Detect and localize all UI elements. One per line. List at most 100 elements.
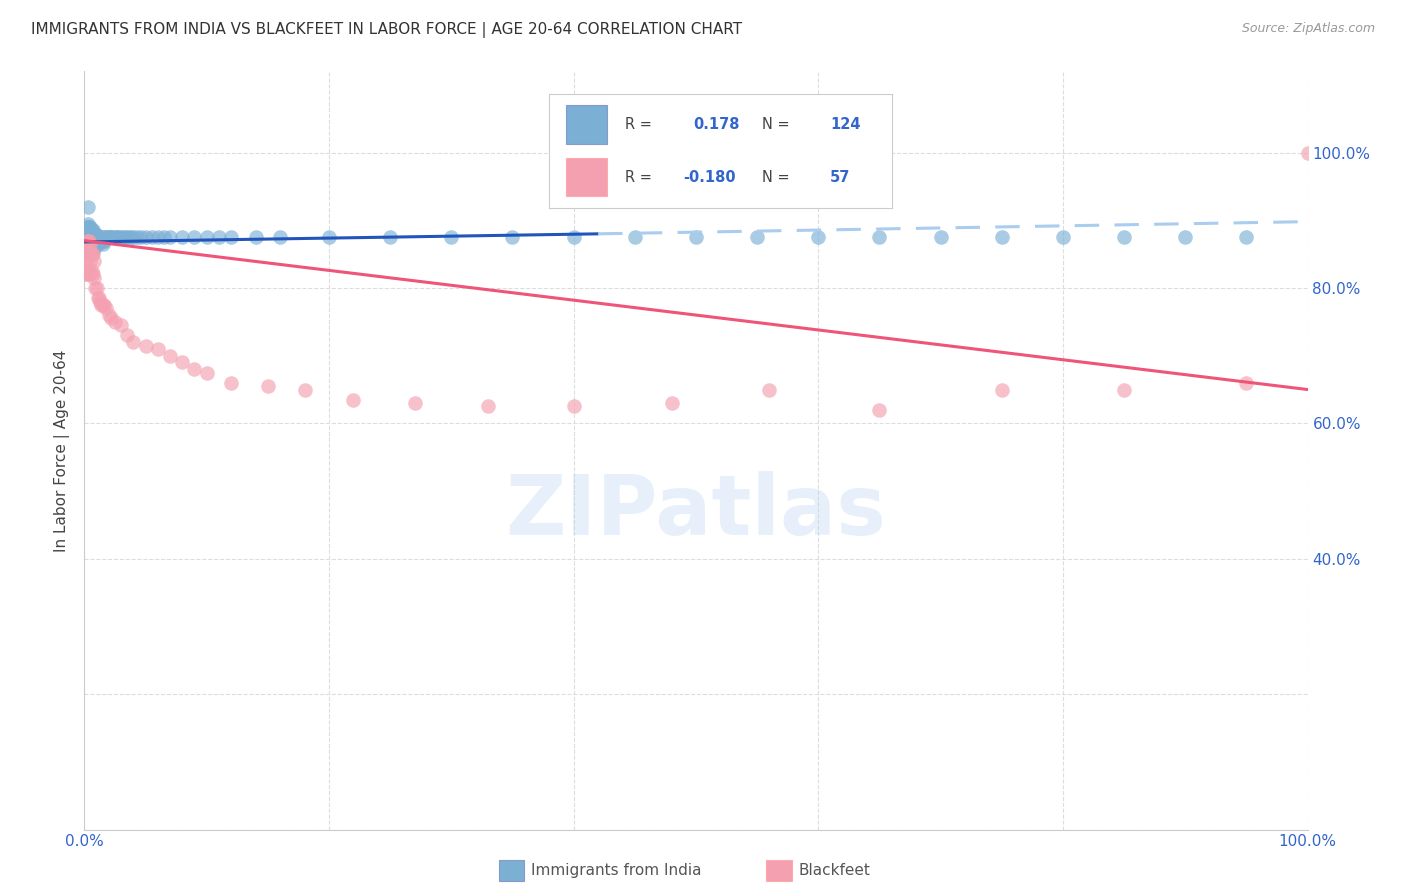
Point xyxy=(159,230,181,244)
Point xyxy=(153,230,176,244)
Point xyxy=(77,247,100,261)
Point xyxy=(135,230,157,244)
Point xyxy=(77,223,100,237)
Point xyxy=(107,230,129,244)
Point xyxy=(77,237,100,252)
Point xyxy=(75,230,97,244)
Text: ZIPatlas: ZIPatlas xyxy=(506,471,886,551)
Point xyxy=(87,230,110,244)
Point xyxy=(83,227,105,241)
Point xyxy=(100,311,122,326)
Point xyxy=(75,234,97,248)
Point xyxy=(79,234,101,248)
Point xyxy=(120,230,142,244)
Point xyxy=(79,240,101,254)
Point xyxy=(91,234,114,248)
Point xyxy=(245,230,267,244)
Point xyxy=(83,240,105,254)
Point xyxy=(82,244,104,258)
Point xyxy=(76,247,98,261)
Point xyxy=(96,230,118,244)
Point xyxy=(82,234,104,248)
Point xyxy=(477,400,499,414)
Point xyxy=(79,244,101,258)
Point xyxy=(80,237,103,252)
Point xyxy=(991,383,1014,397)
Point xyxy=(77,234,100,248)
Point xyxy=(91,298,114,312)
Point xyxy=(75,240,97,254)
Point xyxy=(159,349,181,363)
Point xyxy=(1174,230,1197,244)
Point xyxy=(87,291,110,305)
Point xyxy=(869,402,891,417)
Point xyxy=(104,315,127,329)
Point xyxy=(79,237,101,252)
Point xyxy=(75,268,97,282)
Point xyxy=(77,240,100,254)
Point xyxy=(77,240,100,254)
Point xyxy=(77,220,100,235)
Point xyxy=(77,244,100,258)
Point xyxy=(89,234,111,248)
Point xyxy=(90,298,112,312)
Point xyxy=(77,227,100,241)
Point xyxy=(77,230,100,244)
Point xyxy=(76,234,98,248)
Point xyxy=(82,240,104,254)
Point xyxy=(82,230,104,244)
Point xyxy=(661,396,683,410)
Point xyxy=(758,383,780,397)
Point xyxy=(86,234,108,248)
Point xyxy=(77,234,100,248)
Point xyxy=(380,230,402,244)
Point xyxy=(84,281,107,295)
Point xyxy=(77,237,100,252)
Point xyxy=(77,244,100,258)
Point xyxy=(80,223,103,237)
Point xyxy=(77,260,100,275)
Point xyxy=(86,230,108,244)
Point xyxy=(76,240,98,254)
Point xyxy=(82,237,104,252)
Point xyxy=(80,227,103,241)
Point xyxy=(77,217,100,231)
Point xyxy=(807,230,830,244)
Point xyxy=(80,234,103,248)
Point xyxy=(79,227,101,241)
Point xyxy=(77,244,100,258)
Point xyxy=(77,223,100,237)
Point xyxy=(97,230,120,244)
Point xyxy=(76,268,98,282)
Point xyxy=(219,376,242,390)
Point xyxy=(110,230,132,244)
Point xyxy=(75,237,97,252)
Point xyxy=(87,291,110,305)
Point xyxy=(83,234,105,248)
Point xyxy=(1236,376,1258,390)
Point xyxy=(76,223,98,237)
Point xyxy=(87,234,110,248)
Point xyxy=(624,230,647,244)
Point xyxy=(97,230,120,244)
Text: Immigrants from India: Immigrants from India xyxy=(531,863,702,878)
Point xyxy=(115,328,138,343)
Point xyxy=(122,230,145,244)
Point xyxy=(84,240,107,254)
Point xyxy=(77,200,100,214)
Point xyxy=(562,230,585,244)
Point xyxy=(1236,230,1258,244)
Point xyxy=(77,220,100,235)
Point xyxy=(208,230,231,244)
Point xyxy=(77,234,100,248)
Point xyxy=(80,230,103,244)
Point xyxy=(105,230,128,244)
Point xyxy=(110,318,132,333)
Point xyxy=(991,230,1014,244)
Point xyxy=(89,230,111,244)
Point xyxy=(87,234,110,248)
Point xyxy=(97,308,120,322)
Point xyxy=(82,223,104,237)
Point xyxy=(76,244,98,258)
Point xyxy=(87,237,110,252)
